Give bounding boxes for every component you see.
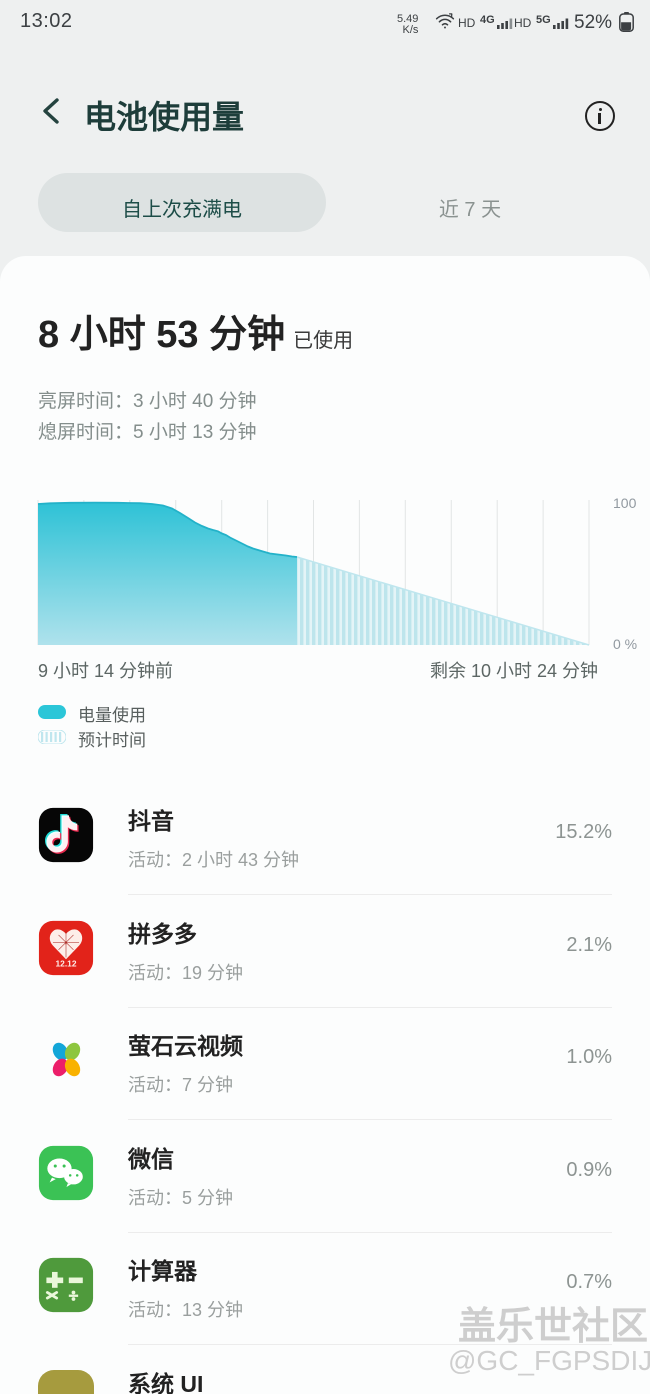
svg-text:100: 100	[613, 495, 637, 511]
svg-text:12.12: 12.12	[56, 959, 77, 969]
svg-text:0 %: 0 %	[613, 636, 637, 652]
